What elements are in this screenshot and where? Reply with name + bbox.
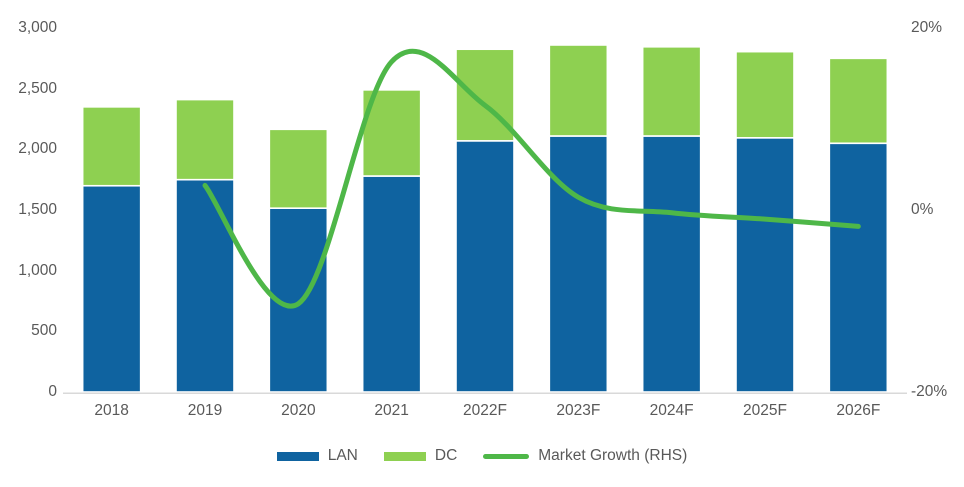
y-axis-tick-1500: 1,500 xyxy=(18,201,57,218)
x-axis-label-2024F: 2024F xyxy=(649,402,694,419)
legend-label-market-growth: Market Growth (RHS) xyxy=(538,447,688,464)
bar-lan-2026F xyxy=(828,142,889,393)
bar-lan-2019 xyxy=(175,178,235,393)
line-swatch-icon xyxy=(483,453,530,459)
bar-dc-2018 xyxy=(81,106,142,187)
x-axis-label-2019: 2019 xyxy=(187,402,223,419)
bar-dc-2019 xyxy=(175,98,235,181)
y-axis-tick-3000: 3,000 xyxy=(18,19,57,36)
y-axis-right-tick--20: -20% xyxy=(911,383,948,400)
x-axis-label-2023F: 2023F xyxy=(556,402,601,419)
bar-lan-2018 xyxy=(81,184,142,393)
lan-swatch-icon xyxy=(276,451,319,461)
y-axis-tick-2000: 2,000 xyxy=(18,140,57,158)
y-axis-tick-500: 500 xyxy=(31,322,57,340)
market-growth-line xyxy=(202,48,861,309)
x-axis-label-2022F: 2022F xyxy=(463,402,507,419)
legend: LAN DC Market Growth (RHS) xyxy=(0,447,964,465)
bar-lan-2023F xyxy=(548,135,609,393)
bar-dc-2023F xyxy=(548,44,609,137)
x-axis-label-2021: 2021 xyxy=(374,402,409,419)
bar-lan-2022F xyxy=(455,140,515,393)
y-axis-tick-2500: 2,500 xyxy=(18,79,57,97)
x-axis-label-2025F: 2025F xyxy=(743,402,787,419)
bar-lan-2021 xyxy=(361,175,422,393)
y-axis-tick-1000: 1,000 xyxy=(18,261,57,279)
bar-dc-2024F xyxy=(641,46,702,137)
legend-label-dc: DC xyxy=(434,447,458,464)
bar-dc-2025F xyxy=(735,50,795,139)
bar-lan-2024F xyxy=(641,135,702,393)
x-axis-label-2026F: 2026F xyxy=(836,402,881,419)
dc-swatch-icon xyxy=(383,451,426,461)
legend-item-lan: LAN xyxy=(276,447,358,465)
x-axis-label-2018: 2018 xyxy=(94,402,129,419)
bar-lan-2025F xyxy=(735,137,795,393)
legend-item-dc: DC xyxy=(383,447,458,465)
bar-dc-2026F xyxy=(828,57,889,145)
y-axis-tick-0: 0 xyxy=(48,383,57,400)
legend-label-lan: LAN xyxy=(327,447,358,464)
legend-item-market-growth: Market Growth (RHS) xyxy=(483,447,687,465)
y-axis-right-tick-20: 20% xyxy=(911,19,943,36)
bar-dc-2020 xyxy=(268,128,329,209)
x-axis-label-2020: 2020 xyxy=(281,402,316,419)
y-axis-right-tick-0: 0% xyxy=(911,201,934,218)
